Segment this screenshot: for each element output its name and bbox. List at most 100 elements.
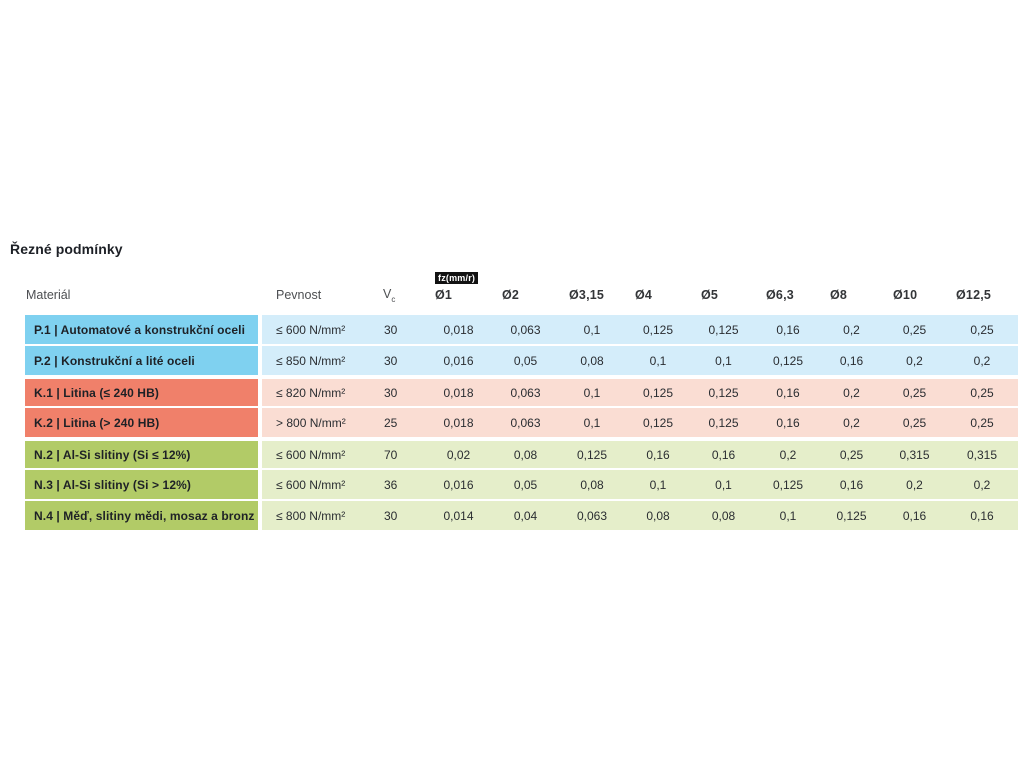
strength-cell: ≤ 800 N/mm² <box>262 501 370 530</box>
table-row-n2: N.2 | Al-Si slitiny (Si ≤ 12%) ≤ 600 N/m… <box>25 439 1018 468</box>
fz-value-cell: 0,125 <box>820 501 883 530</box>
vc-cell: 70 <box>370 439 425 468</box>
material-cell: N.4 | Měď, slitiny mědi, mosaz a bronz <box>25 501 262 530</box>
fz-value-cell: 0,25 <box>883 377 946 406</box>
fz-value-cell: 0,16 <box>946 501 1018 530</box>
fz-value-cell: 0,315 <box>946 439 1018 468</box>
vc-cell: 30 <box>370 501 425 530</box>
header-diameter-label: Ø6,3 <box>766 288 794 302</box>
fz-value-cell: 0,16 <box>883 501 946 530</box>
header-diameter-1: fz(mm/r) Ø1 <box>425 268 492 313</box>
material-cell: K.2 | Litina (> 240 HB) <box>25 408 262 437</box>
fz-value-cell: 0,2 <box>756 439 820 468</box>
fz-value-cell: 0,2 <box>946 470 1018 499</box>
vc-cell: 30 <box>370 315 425 344</box>
fz-value-cell: 0,02 <box>425 439 492 468</box>
header-diameter-label: Ø2 <box>502 288 520 302</box>
cutting-conditions-table: Materiál Pevnost Vc fz(mm/r) Ø1 Ø2 Ø3,15… <box>25 266 1018 532</box>
header-vc-subscript: c <box>391 295 396 304</box>
fz-value-cell: 0,08 <box>625 501 691 530</box>
header-diameter-label: Ø10 <box>893 288 918 302</box>
fz-value-cell: 0,25 <box>946 315 1018 344</box>
fz-value-cell: 0,063 <box>492 377 559 406</box>
fz-value-cell: 0,016 <box>425 470 492 499</box>
fz-value-cell: 0,25 <box>820 439 883 468</box>
fz-value-cell: 0,08 <box>492 439 559 468</box>
fz-value-cell: 0,018 <box>425 377 492 406</box>
header-diameter-label: Ø4 <box>635 288 653 302</box>
fz-value-cell: 0,1 <box>691 346 756 375</box>
strength-cell: ≤ 600 N/mm² <box>262 470 370 499</box>
fz-value-cell: 0,2 <box>820 408 883 437</box>
fz-value-cell: 0,16 <box>691 439 756 468</box>
header-vc-label: V <box>383 286 392 301</box>
fz-value-cell: 0,16 <box>820 346 883 375</box>
header-diameter-label: Ø12,5 <box>956 288 992 302</box>
header-strength-label: Pevnost <box>276 288 322 302</box>
fz-value-cell: 0,04 <box>492 501 559 530</box>
header-diameter-9: Ø12,5 <box>946 268 1018 313</box>
fz-value-cell: 0,25 <box>883 315 946 344</box>
vc-cell: 30 <box>370 377 425 406</box>
fz-value-cell: 0,1 <box>559 408 625 437</box>
fz-value-cell: 0,1 <box>625 470 691 499</box>
fz-value-cell: 0,063 <box>559 501 625 530</box>
fz-value-cell: 0,315 <box>883 439 946 468</box>
vc-cell: 30 <box>370 346 425 375</box>
fz-value-cell: 0,1 <box>559 377 625 406</box>
fz-value-cell: 0,08 <box>559 346 625 375</box>
fz-value-cell: 0,125 <box>756 470 820 499</box>
fz-value-cell: 0,2 <box>820 377 883 406</box>
vc-cell: 25 <box>370 408 425 437</box>
table-row-p1: P.1 | Automatové a konstrukční oceli ≤ 6… <box>25 315 1018 344</box>
material-cell: N.2 | Al-Si slitiny (Si ≤ 12%) <box>25 439 262 468</box>
header-diameter-label: Ø3,15 <box>569 288 605 302</box>
strength-cell: ≤ 820 N/mm² <box>262 377 370 406</box>
fz-value-cell: 0,125 <box>625 315 691 344</box>
table-body: P.1 | Automatové a konstrukční oceli ≤ 6… <box>25 315 1018 530</box>
table-header: Materiál Pevnost Vc fz(mm/r) Ø1 Ø2 Ø3,15… <box>25 268 1018 313</box>
fz-value-cell: 0,25 <box>883 408 946 437</box>
material-cell: P.2 | Konstrukční a lité oceli <box>25 346 262 375</box>
fz-value-cell: 0,125 <box>691 377 756 406</box>
header-material-label: Materiál <box>26 288 71 302</box>
fz-value-cell: 0,125 <box>691 315 756 344</box>
fz-value-cell: 0,1 <box>691 470 756 499</box>
fz-value-cell: 0,16 <box>756 408 820 437</box>
fz-value-cell: 0,125 <box>559 439 625 468</box>
header-diameter-label: Ø5 <box>701 288 719 302</box>
vc-cell: 36 <box>370 470 425 499</box>
fz-value-cell: 0,16 <box>756 315 820 344</box>
fz-value-cell: 0,125 <box>625 377 691 406</box>
fz-value-cell: 0,05 <box>492 346 559 375</box>
fz-value-cell: 0,018 <box>425 315 492 344</box>
material-cell: N.3 | Al-Si slitiny (Si > 12%) <box>25 470 262 499</box>
strength-cell: ≤ 850 N/mm² <box>262 346 370 375</box>
fz-value-cell: 0,05 <box>492 470 559 499</box>
table-row-k1: K.1 | Litina (≤ 240 HB) ≤ 820 N/mm² 30 0… <box>25 377 1018 406</box>
fz-unit-badge: fz(mm/r) <box>435 272 479 284</box>
fz-value-cell: 0,125 <box>625 408 691 437</box>
header-diameter-3: Ø3,15 <box>559 268 625 313</box>
header-diameter-6: Ø6,3 <box>756 268 820 313</box>
strength-cell: ≤ 600 N/mm² <box>262 315 370 344</box>
fz-value-cell: 0,2 <box>883 470 946 499</box>
fz-value-cell: 0,25 <box>946 377 1018 406</box>
material-cell: K.1 | Litina (≤ 240 HB) <box>25 377 262 406</box>
header-diameter-label: Ø8 <box>830 288 848 302</box>
table-row-n3: N.3 | Al-Si slitiny (Si > 12%) ≤ 600 N/m… <box>25 470 1018 499</box>
header-diameter-8: Ø10 <box>883 268 946 313</box>
table-row-n4: N.4 | Měď, slitiny mědi, mosaz a bronz ≤… <box>25 501 1018 530</box>
fz-value-cell: 0,16 <box>756 377 820 406</box>
table-row-p2: P.2 | Konstrukční a lité oceli ≤ 850 N/m… <box>25 346 1018 375</box>
header-diameter-7: Ø8 <box>820 268 883 313</box>
strength-cell: ≤ 600 N/mm² <box>262 439 370 468</box>
fz-value-cell: 0,2 <box>883 346 946 375</box>
header-row: Materiál Pevnost Vc fz(mm/r) Ø1 Ø2 Ø3,15… <box>25 268 1018 313</box>
fz-value-cell: 0,25 <box>946 408 1018 437</box>
strength-cell: > 800 N/mm² <box>262 408 370 437</box>
fz-value-cell: 0,125 <box>756 346 820 375</box>
header-diameter-2: Ø2 <box>492 268 559 313</box>
header-material: Materiál <box>25 268 262 313</box>
